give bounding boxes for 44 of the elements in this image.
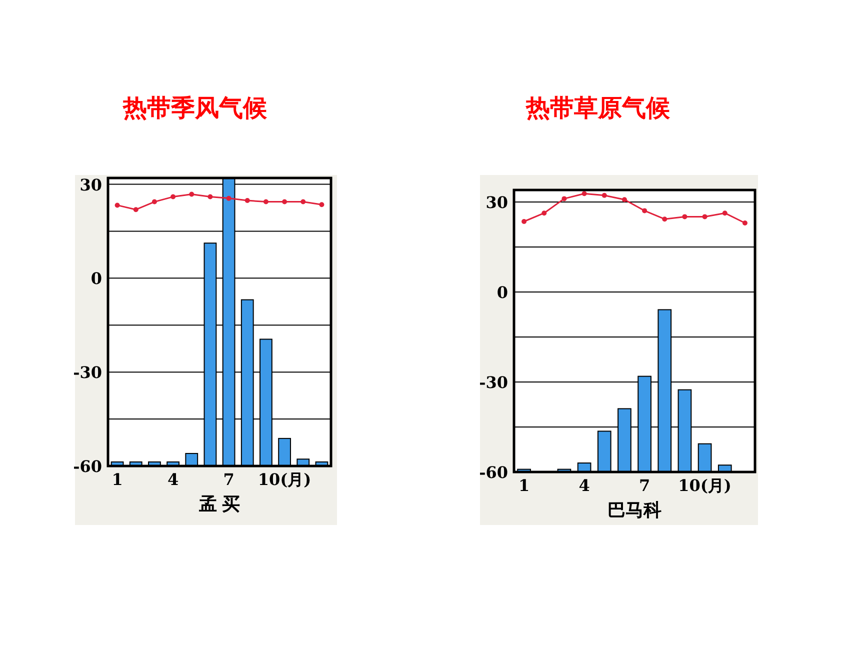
- point: [208, 194, 213, 200]
- point: [522, 219, 527, 224]
- point: [622, 197, 627, 202]
- x-axis-title: 孟 买: [198, 494, 240, 514]
- x-tick-label: 10(月): [258, 470, 312, 489]
- x-axis-title: 巴马科: [608, 500, 662, 520]
- point: [282, 199, 288, 204]
- point: [582, 191, 587, 196]
- point: [542, 210, 547, 216]
- y-tick-label: 0: [90, 269, 102, 288]
- point: [170, 194, 176, 200]
- point: [722, 210, 728, 216]
- point: [300, 199, 306, 204]
- x-tick-label: 7: [638, 476, 650, 495]
- y-tick-label: -60: [73, 457, 102, 476]
- point: [742, 220, 748, 226]
- point: [562, 196, 567, 202]
- point: [226, 196, 232, 201]
- point: [189, 192, 194, 197]
- chart-title: 热带季风气候: [122, 95, 268, 122]
- y-tick-label: -30: [479, 373, 508, 392]
- x-tick-label: 1: [112, 470, 123, 489]
- point: [244, 198, 250, 204]
- y-tick-label: 30: [486, 193, 508, 212]
- point: [114, 202, 120, 208]
- x-tick-label: 4: [167, 470, 179, 489]
- point: [319, 202, 324, 208]
- point: [133, 207, 138, 212]
- y-tick-label: 30: [80, 175, 102, 194]
- point: [662, 216, 668, 222]
- y-tick-label: 0: [496, 283, 508, 302]
- point: [642, 208, 648, 214]
- x-tick-label: 4: [578, 476, 590, 495]
- x-tick-label: 7: [223, 470, 234, 489]
- point: [702, 214, 708, 220]
- x-tick-label: 1: [518, 476, 530, 495]
- point: [263, 199, 268, 204]
- point: [602, 192, 607, 198]
- chart-title: 热带草原气候: [525, 95, 671, 122]
- point: [682, 214, 688, 220]
- y-tick-label: -60: [479, 463, 508, 482]
- x-tick-label: 10(月): [678, 476, 732, 495]
- point: [152, 199, 157, 204]
- y-tick-label: -30: [73, 363, 102, 382]
